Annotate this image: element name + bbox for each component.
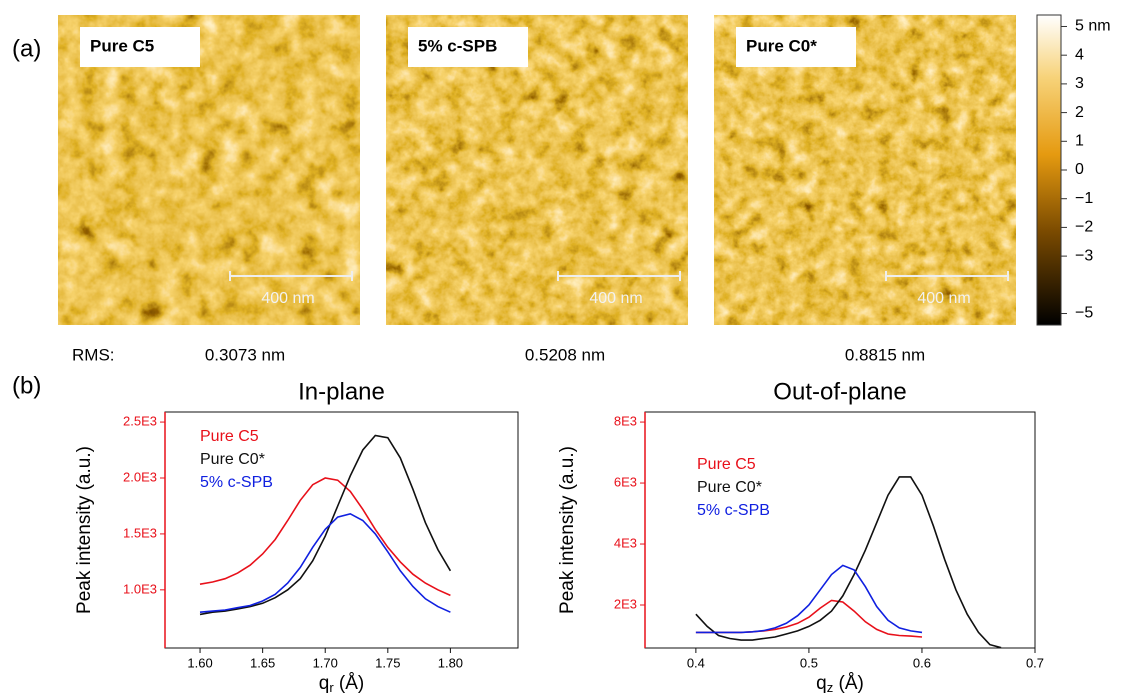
x-tick-label: 1.80 [438,655,463,670]
x-axis-label-part: q [319,673,330,694]
data-line [695,476,1002,649]
chart-title: In-plane [298,378,385,405]
y-axis-label: Peak intensity (a.u.) [74,446,95,614]
x-tick-label: 0.6 [913,655,931,670]
x-tick-label: 1.65 [250,655,275,670]
x-tick-label: 0.5 [800,655,818,670]
x-axis-label: qz (Å) [816,673,864,695]
data-line [199,434,452,616]
y-tick-label: 1.0E3 [123,581,157,596]
colorbar-tick-label: 5 nm [1075,18,1111,35]
legend-entry: Pure C0* [697,479,762,496]
image-title: Pure C0* [746,36,817,55]
legend-entry: 5% c-SPB [200,474,273,491]
rms-label: RMS: [72,345,115,364]
colorbar-tick-label: −2 [1075,219,1093,236]
image-title-box [736,27,856,67]
x-tick-label: 0.4 [687,655,705,670]
x-tick-label: 0.7 [1026,655,1044,670]
colorbar-tick-label: 1 [1075,133,1084,150]
y-axis-label: Peak intensity (a.u.) [557,446,578,614]
x-tick-label: 1.75 [375,655,400,670]
colorbar-tick-label: 4 [1075,46,1084,63]
colorbar-tick-label: −5 [1075,305,1093,322]
scale-bar-label: 400 nm [589,290,642,307]
y-tick-label: 6E3 [614,474,637,489]
scale-bar [229,271,353,281]
colorbar-tick-label: 0 [1075,161,1084,178]
data-line [199,512,451,613]
x-axis-label-part: (Å) [334,673,365,694]
panel-label: (b) [12,372,41,399]
x-axis-label-part: r [329,680,334,695]
rms-value: 0.8815 nm [845,345,925,364]
colorbar-tick-label: 2 [1075,104,1084,121]
image-title-box [80,27,200,67]
colorbar-tick-label: −3 [1075,247,1093,264]
legend-entry: 5% c-SPB [697,502,770,519]
image-title: 5% c-SPB [418,36,497,55]
scale-bar [885,271,1009,281]
x-tick-label: 1.70 [313,655,338,670]
y-tick-label: 1.5E3 [123,525,157,540]
colorbar-tick-label: 3 [1075,75,1084,92]
colorbar-tick-label: −1 [1075,190,1093,207]
y-tick-label: 8E3 [614,413,637,428]
legend-entry: Pure C5 [200,428,259,445]
scale-bar-label: 400 nm [917,290,970,307]
y-tick-label: 2E3 [614,596,637,611]
panel-label: (a) [12,35,41,62]
scale-bar [557,271,681,281]
plot-frame [164,411,519,649]
data-line [199,477,451,597]
plot-frame [644,411,1036,649]
legend-entry: Pure C0* [200,451,265,468]
afm-image [385,14,689,326]
scale-bar-label: 400 nm [261,290,314,307]
rms-value: 0.3073 nm [205,345,285,364]
x-tick-label: 1.60 [187,655,212,670]
x-axis-label-part: (Å) [833,673,864,694]
colorbar [1036,14,1062,326]
rms-value: 0.5208 nm [525,345,605,364]
y-tick-label: 2.0E3 [123,469,157,484]
chart-title: Out-of-plane [773,378,906,405]
x-axis-label-part: z [827,680,834,695]
image-title-box [408,27,528,67]
y-tick-label: 2.5E3 [123,414,157,429]
image-title: Pure C5 [90,36,154,55]
legend-entry: Pure C5 [697,456,756,473]
x-axis-label-part: q [816,673,827,694]
data-line [695,564,923,634]
y-tick-label: 4E3 [614,535,637,550]
x-axis-label: qr (Å) [319,673,365,695]
